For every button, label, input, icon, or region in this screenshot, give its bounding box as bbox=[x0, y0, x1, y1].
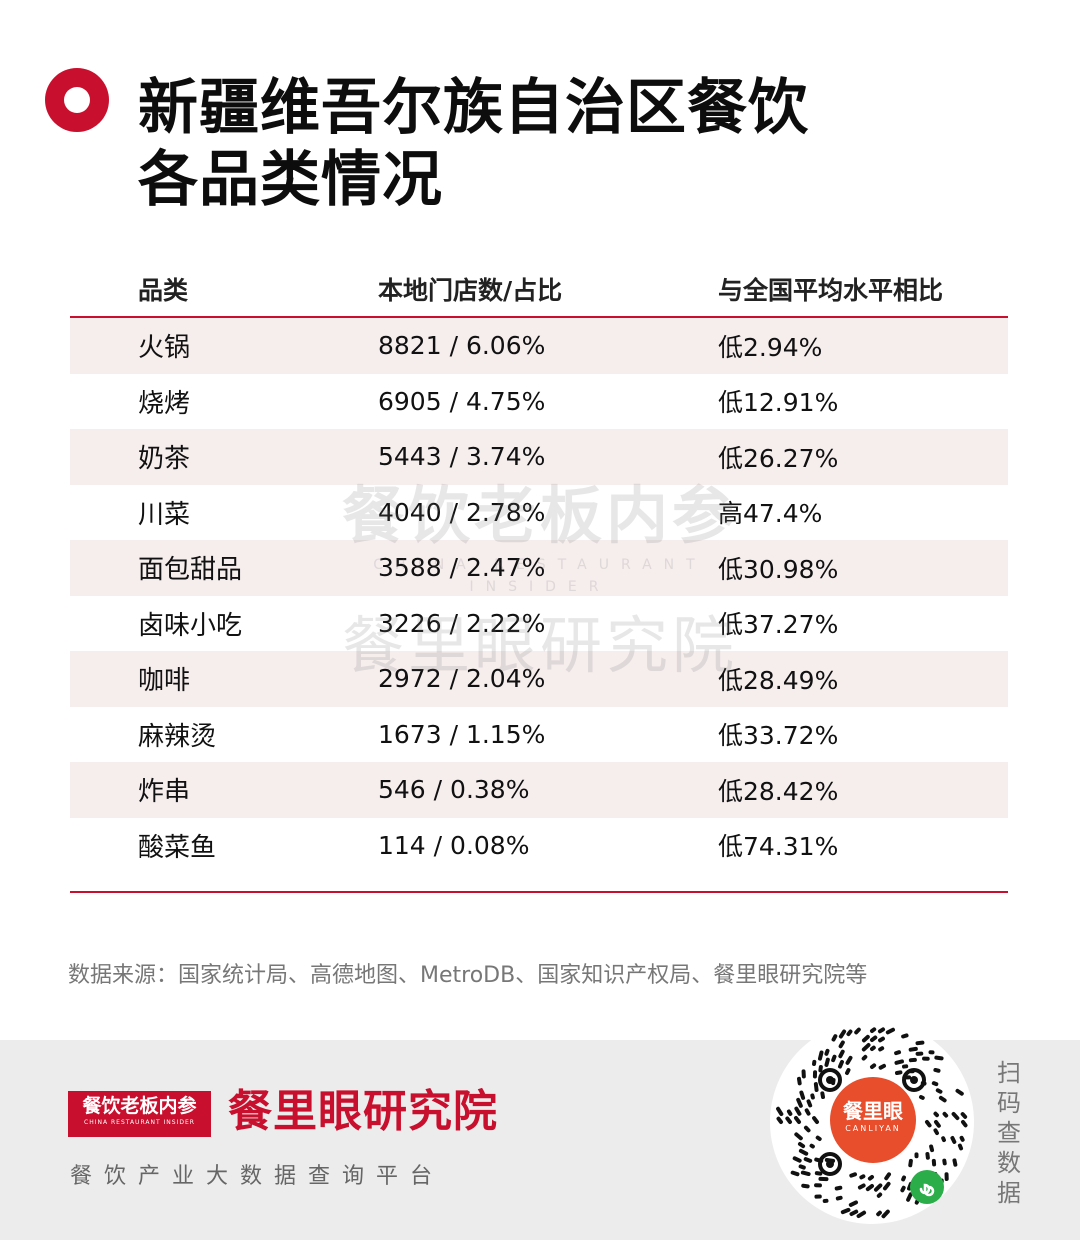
scan-hint: 扫码查数据 bbox=[994, 1058, 1024, 1208]
cell-stores: 5443 / 3.74% bbox=[378, 442, 546, 472]
cell-category: 面包甜品 bbox=[138, 555, 243, 586]
footer: 餐饮老板内参 CHINA RESTAURANT INSIDER 餐里眼研究院 餐… bbox=[0, 1020, 1080, 1240]
cell-compare: 低30.98% bbox=[718, 554, 839, 584]
mini-program-code[interactable]: 餐里眼 CANLIYAN bbox=[770, 1020, 974, 1224]
cell-category: 炸串 bbox=[138, 777, 191, 808]
table-row: 奶茶 5443 / 3.74% 低26.27% bbox=[70, 429, 1008, 485]
cell-compare: 低74.31% bbox=[718, 832, 839, 862]
cell-stores: 3588 / 2.47% bbox=[378, 553, 546, 583]
cell-category: 奶茶 bbox=[138, 444, 191, 475]
mini-program-code-pattern bbox=[776, 1027, 968, 1219]
header-stores: 本地门店数/占比 bbox=[378, 276, 563, 305]
table-row: 酸菜鱼 114 / 0.08% 低74.31% bbox=[70, 818, 1008, 874]
tagline: 餐饮产业大数据查询平台 bbox=[70, 1164, 445, 1189]
scan-hint-char: 码 bbox=[997, 1089, 1021, 1117]
cell-category: 咖啡 bbox=[138, 666, 191, 697]
cell-category: 麻辣烫 bbox=[138, 721, 217, 752]
cell-stores: 546 / 0.38% bbox=[378, 775, 530, 805]
badge-title: 餐饮老板内参 bbox=[82, 1095, 197, 1117]
table-body: 火锅 8821 / 6.06% 低2.94% 烧烤 6905 / 4.75% 低12.91… bbox=[70, 318, 1008, 873]
cell-stores: 114 / 0.08% bbox=[378, 830, 530, 860]
cell-compare: 高47.4% bbox=[718, 499, 823, 529]
brand-name: 餐里眼研究院 bbox=[228, 1086, 498, 1137]
cell-stores: 4040 / 2.78% bbox=[378, 497, 546, 527]
table-row: 炸串 546 / 0.38% 低28.42% bbox=[70, 762, 1008, 818]
cell-compare: 低33.72% bbox=[718, 721, 839, 751]
page-title: 新疆维吾尔族自治区餐饮 各品类情况 bbox=[138, 72, 809, 216]
cell-category: 火锅 bbox=[138, 333, 191, 364]
table-row: 面包甜品 3588 / 2.47% 低30.98% bbox=[70, 540, 1008, 596]
cell-compare: 低28.49% bbox=[718, 665, 839, 695]
category-table: 品类 本地门店数/占比 与全国平均水平相比 火锅 8821 / 6.06% 低2.9… bbox=[70, 262, 1008, 893]
qr-logo-text: 餐里眼 bbox=[843, 1099, 903, 1123]
cell-stores: 1673 / 1.15% bbox=[378, 719, 546, 749]
qr-center-logo: 餐里眼 CANLIYAN bbox=[830, 1077, 916, 1163]
cell-compare: 低26.27% bbox=[718, 443, 839, 473]
badge-subtitle: CHINA RESTAURANT INSIDER bbox=[84, 1119, 195, 1126]
cell-category: 川菜 bbox=[138, 499, 191, 530]
title-line-2: 各品类情况 bbox=[138, 145, 443, 215]
cell-category: 烧烤 bbox=[138, 388, 191, 419]
cell-compare: 低12.91% bbox=[718, 388, 839, 418]
brand-badge: 餐饮老板内参 CHINA RESTAURANT INSIDER bbox=[68, 1091, 211, 1137]
scan-hint-char: 扫 bbox=[997, 1059, 1021, 1087]
title-ring-icon bbox=[45, 68, 109, 132]
table-row: 麻辣烫 1673 / 1.15% 低33.72% bbox=[70, 707, 1008, 763]
data-source: 数据来源：国家统计局、高德地图、MetroDB、国家知识产权局、餐里眼研究院等 bbox=[68, 963, 868, 988]
title-line-1: 新疆维吾尔族自治区餐饮 bbox=[138, 73, 809, 143]
header-category: 品类 bbox=[138, 276, 189, 305]
cell-category: 卤味小吃 bbox=[138, 610, 243, 641]
cell-stores: 6905 / 4.75% bbox=[378, 386, 546, 416]
cell-compare: 低2.94% bbox=[718, 332, 823, 362]
cell-stores: 8821 / 6.06% bbox=[378, 331, 546, 361]
scan-hint-char: 查 bbox=[997, 1119, 1021, 1147]
cell-compare: 低37.27% bbox=[718, 610, 839, 640]
cell-category: 酸菜鱼 bbox=[138, 832, 217, 863]
table-row: 川菜 4040 / 2.78% 高47.4% bbox=[70, 485, 1008, 541]
table-row: 咖啡 2972 / 2.04% 低28.49% bbox=[70, 651, 1008, 707]
wechat-mini-program-icon bbox=[910, 1170, 944, 1204]
table-header: 品类 本地门店数/占比 与全国平均水平相比 bbox=[70, 262, 1008, 318]
cell-stores: 3226 / 2.22% bbox=[378, 608, 546, 638]
table-bottom-rule bbox=[70, 891, 1008, 893]
scan-hint-char: 数 bbox=[997, 1149, 1021, 1177]
cell-compare: 低28.42% bbox=[718, 776, 839, 806]
table-row: 卤味小吃 3226 / 2.22% 低37.27% bbox=[70, 596, 1008, 652]
cell-stores: 2972 / 2.04% bbox=[378, 664, 546, 694]
qr-logo-sub: CANLIYAN bbox=[845, 1124, 901, 1133]
table-row: 烧烤 6905 / 4.75% 低12.91% bbox=[70, 374, 1008, 430]
scan-hint-char: 据 bbox=[997, 1179, 1021, 1207]
header-compare: 与全国平均水平相比 bbox=[718, 276, 944, 305]
table-row: 火锅 8821 / 6.06% 低2.94% bbox=[70, 318, 1008, 374]
